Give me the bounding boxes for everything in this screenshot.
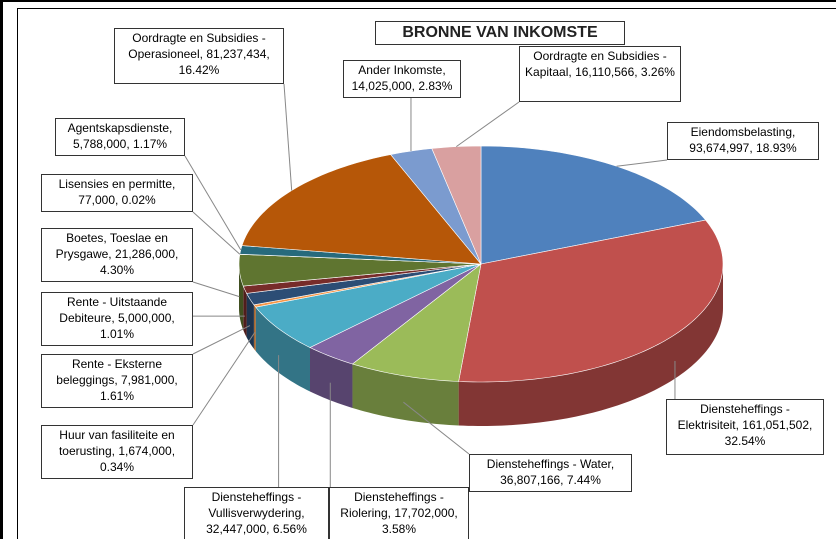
- pie-slice-side: [458, 264, 723, 426]
- leader-line: [283, 83, 293, 191]
- label-value: 16,110,566: [575, 65, 641, 79]
- label-percent: 3.26%: [640, 65, 675, 79]
- label-value: 17,702,000: [394, 506, 457, 520]
- data-label: Oordragte en Subsidies - Kapitaal16,110,…: [519, 46, 681, 102]
- label-category: Agentskapsdienste: [68, 121, 173, 135]
- label-value: 1,674,000: [118, 444, 175, 458]
- data-label: Ander Inkomste 14,025,0002.83%: [343, 60, 461, 98]
- label-value: 14,025,000: [352, 79, 419, 93]
- label-percent: 16.42%: [178, 63, 220, 77]
- label-percent: 3.58%: [381, 522, 417, 536]
- label-value: 5,000,000: [118, 311, 175, 325]
- leader-line: [192, 325, 251, 355]
- label-category: Lisensies en permitte: [59, 177, 176, 191]
- data-label: Lisensies en permitte 77,0000.02%: [41, 174, 193, 212]
- label-percent: 1.61%: [99, 389, 135, 403]
- data-label: Rente - Eksterne beleggings7,981,0001.61…: [41, 354, 193, 408]
- pie-slice-side: [309, 347, 353, 408]
- leader-line: [616, 159, 668, 167]
- pie-slice: [309, 263, 482, 365]
- label-percent: 0.02%: [121, 193, 156, 207]
- leader-line: [184, 155, 242, 251]
- leader-line: [192, 281, 240, 298]
- label-value: 5,788,000: [73, 137, 133, 151]
- leader-line: [456, 101, 520, 148]
- data-label: Oordragte en Subsidies - Operasioneel81,…: [114, 28, 284, 84]
- label-value: 21,286,000: [115, 247, 178, 261]
- data-label: Huur van fasiliteite en toerusting1,674,…: [41, 425, 193, 479]
- label-percent: 1.01%: [99, 327, 135, 341]
- label-category: Ander Inkomste: [358, 63, 445, 77]
- label-value: 81,237,434: [206, 47, 269, 61]
- leader-line: [192, 332, 256, 426]
- leader-line: [403, 401, 470, 455]
- label-percent: 18.93%: [756, 141, 797, 155]
- pie-slice-side: [239, 264, 244, 331]
- data-label: Diensteheffings - Elektrisiteit161,051,5…: [666, 399, 824, 455]
- pie-tops: [238, 145, 724, 383]
- label-value: 36,807,166: [500, 473, 567, 487]
- label-value: 77,000: [78, 193, 121, 207]
- label-percent: 32.54%: [724, 434, 766, 448]
- label-category: Diensteheffings - Vullisverwydering: [208, 490, 304, 520]
- data-label: Diensteheffings - Vullisverwydering 32,44…: [184, 487, 329, 539]
- pie-slice-side: [255, 307, 310, 392]
- label-percent: 2.83%: [418, 79, 453, 93]
- label-value: 161,051,502: [742, 418, 812, 432]
- pie-slice: [246, 263, 482, 306]
- leader-lines: [184, 83, 676, 487]
- data-label: Agentskapsdienste 5,788,0001.17%: [55, 118, 185, 156]
- pie-slice-side: [243, 286, 247, 338]
- pie-slice: [255, 263, 482, 348]
- label-value: 32,447,000: [206, 522, 273, 536]
- data-label: Diensteheffings - Riolering17,702,0003.5…: [329, 487, 469, 539]
- label-percent: 4.30%: [99, 263, 135, 277]
- label-percent: 6.56%: [272, 522, 307, 536]
- pie-slice: [458, 219, 724, 383]
- chart-title: BRONNE VAN INKOMSTE: [375, 21, 625, 45]
- data-label: Diensteheffings - Water 36,807,1667.44%: [469, 454, 632, 492]
- leader-line: [192, 211, 241, 255]
- pie-slice-side: [253, 304, 256, 352]
- pie-slice: [238, 253, 482, 287]
- pie-slice-side: [246, 293, 254, 349]
- label-value: 7,981,000: [121, 373, 178, 387]
- plot-frame: [17, 8, 836, 539]
- data-label: Rente - Uitstaande Debiteure5,000,0001.0…: [41, 292, 193, 346]
- pie-slice-side: [352, 363, 459, 426]
- pie-canvas: [184, 83, 724, 487]
- label-percent: 0.34%: [99, 460, 135, 474]
- pie-slice: [431, 145, 482, 265]
- label-category: Diensteheffings - Water: [487, 457, 614, 471]
- label-category: Huur van fasiliteite en toerusting: [59, 428, 175, 458]
- label-percent: 7.44%: [566, 473, 601, 487]
- pie-slice: [390, 148, 482, 265]
- label-value: 93,674,997: [689, 141, 756, 155]
- pie-sides: [239, 264, 723, 426]
- label-percent: 1.17%: [133, 137, 168, 151]
- pie-slice: [351, 263, 482, 382]
- data-label: Boetes, Toeslae en Prysgawe21,286,0004.3…: [41, 228, 193, 282]
- data-label: Eiendomsbelasting 93,674,99718.93%: [667, 122, 819, 160]
- label-category: Eiendomsbelasting: [691, 125, 796, 139]
